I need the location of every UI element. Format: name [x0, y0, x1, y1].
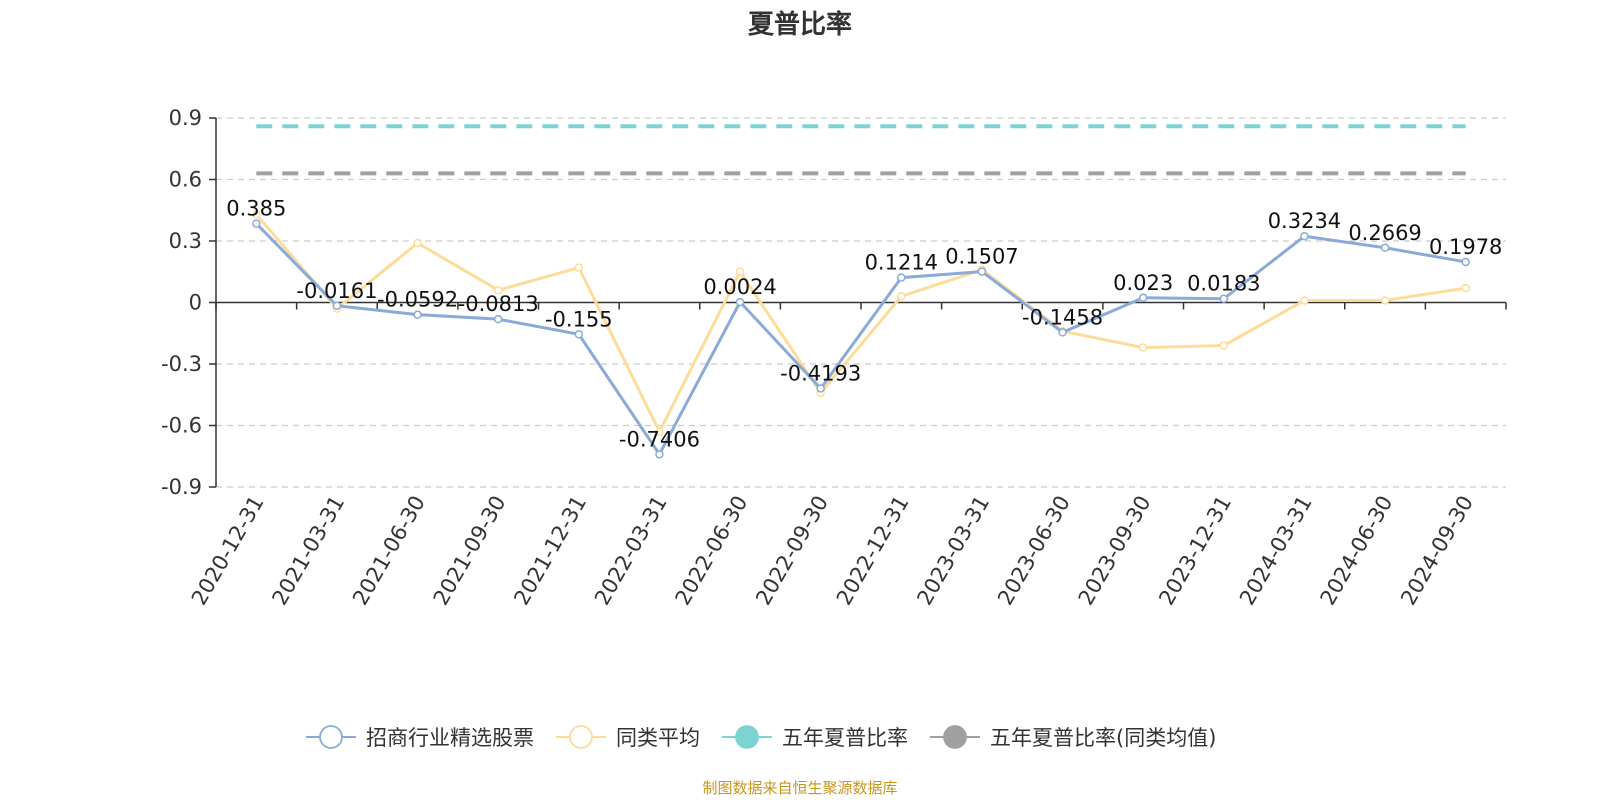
legend-label: 招商行业精选股票 — [366, 726, 534, 750]
series-point — [897, 273, 906, 282]
series-point — [897, 292, 906, 301]
legend-marker — [943, 725, 967, 749]
legend-item[interactable]: 招商行业精选股票 — [306, 725, 534, 750]
data-label: 0.1507 — [945, 245, 1018, 269]
legend-label: 五年夏普比率 — [782, 726, 908, 750]
y-tick-label: 0.9 — [169, 106, 202, 130]
data-label: 0.0183 — [1187, 272, 1260, 296]
series-point — [816, 384, 825, 393]
data-label: -0.155 — [545, 307, 613, 331]
legend-item[interactable]: 五年夏普比率 — [722, 725, 908, 750]
series-point — [735, 267, 745, 276]
x-tick-label: 2021-06-30 — [348, 492, 430, 610]
series-line — [255, 222, 1466, 456]
series-point — [252, 210, 261, 219]
series-point — [1461, 283, 1470, 293]
legend-item[interactable]: 五年夏普比率(同类均值) — [930, 725, 1216, 750]
legend-label: 同类平均 — [616, 726, 700, 750]
legend-marker — [319, 725, 343, 749]
data-label: 0.3234 — [1268, 209, 1341, 233]
series-point — [493, 314, 503, 324]
series-point — [1138, 293, 1148, 303]
x-tick-label: 2022-09-30 — [751, 492, 833, 610]
data-label: -0.0813 — [458, 292, 539, 316]
legend-label: 五年夏普比率(同类均值) — [990, 726, 1216, 750]
legend[interactable]: 招商行业精选股票 同类平均 五年夏普比率 五年夏普比率(同类均值) — [306, 725, 1216, 750]
data-label: 0.023 — [1113, 271, 1173, 295]
x-tick-label: 2024-06-30 — [1316, 492, 1398, 610]
source-note: 制图数据来自恒生聚源数据库 — [702, 779, 897, 797]
reference-lines — [256, 124, 1466, 176]
series-point — [413, 310, 422, 319]
series-point — [1138, 343, 1148, 352]
series-point — [574, 263, 584, 272]
series-point — [735, 297, 745, 307]
series-point — [977, 267, 987, 276]
axes: 0.9 0.6 0.3 0 -0.3 -0.6 -0.92020-12-312021-03-… — [161, 106, 1507, 610]
x-tick-label: 2022-12-31 — [832, 492, 914, 610]
y-tick-label: 0 — [189, 291, 202, 315]
grid — [216, 117, 1506, 488]
data-label: -0.0161 — [296, 279, 377, 303]
data-labels: 0.385 -0.0161 -0.0592 -0.0813-0.155 -0.7406 0… — [226, 197, 1502, 452]
series-point — [413, 238, 422, 248]
x-tick-label: 2020-12-31 — [187, 492, 269, 610]
series-line — [255, 213, 1466, 434]
legend-marker — [569, 725, 593, 749]
data-label: 0.1214 — [865, 251, 938, 275]
data-label: -0.7406 — [619, 427, 700, 451]
data-label: 0.2669 — [1348, 221, 1421, 245]
x-tick-label: 2021-12-31 — [509, 492, 591, 610]
series-point — [1300, 231, 1309, 241]
data-label: -0.4193 — [780, 361, 861, 385]
data-label: 0.0024 — [703, 275, 776, 299]
series-point — [1380, 243, 1390, 253]
y-tick-label: -0.6 — [161, 414, 202, 438]
y-tick-label: 0.3 — [169, 229, 202, 253]
y-tick-label: -0.3 — [161, 352, 202, 376]
data-label: -0.1458 — [1022, 305, 1103, 329]
series — [252, 210, 1470, 459]
series-point — [655, 450, 664, 459]
chart-title: 夏普比率 — [748, 9, 852, 40]
data-label: 0.385 — [226, 197, 286, 221]
legend-marker — [735, 725, 759, 749]
series-point — [1219, 294, 1229, 303]
x-tick-label: 2022-06-30 — [671, 492, 753, 610]
x-tick-label: 2021-03-31 — [267, 492, 349, 610]
series-point — [493, 285, 503, 295]
x-tick-label: 2023-03-31 — [912, 492, 994, 610]
x-tick-label: 2021-09-30 — [429, 492, 511, 610]
series-point — [1461, 257, 1470, 267]
series-point — [332, 301, 342, 311]
data-label: -0.0592 — [377, 288, 458, 312]
data-label: 0.1978 — [1429, 235, 1502, 259]
legend-item[interactable]: 同类平均 — [556, 725, 700, 750]
x-tick-label: 2023-06-30 — [993, 492, 1075, 610]
y-tick-label: 0.6 — [169, 168, 202, 192]
y-tick-label: -0.9 — [161, 475, 202, 499]
series-point — [252, 219, 261, 228]
x-tick-label: 2023-09-30 — [1074, 492, 1156, 610]
x-tick-label: 2024-09-30 — [1396, 492, 1478, 610]
series-point — [574, 330, 584, 339]
x-tick-label: 2024-03-31 — [1235, 492, 1317, 610]
x-tick-label: 2023-12-31 — [1154, 492, 1236, 610]
x-tick-label: 2022-03-31 — [590, 492, 672, 610]
series-point — [1300, 296, 1309, 305]
series-point — [1058, 328, 1067, 337]
series-point — [655, 427, 664, 436]
series-point — [1380, 296, 1390, 305]
series-point — [1219, 341, 1229, 350]
